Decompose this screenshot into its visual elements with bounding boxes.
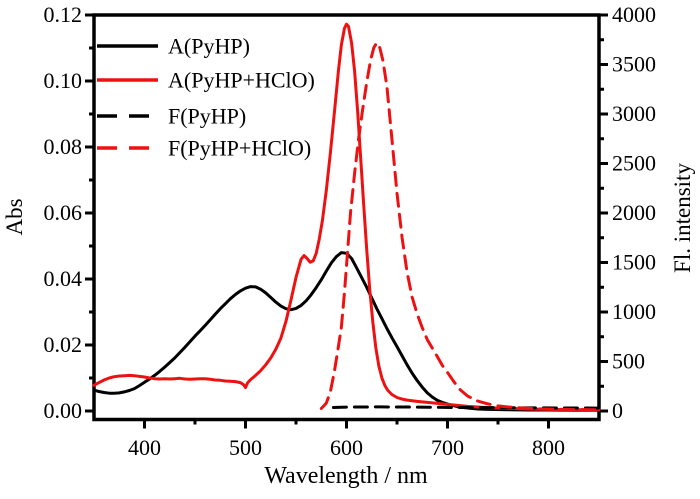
y-left-tick-label: 0.04	[44, 266, 83, 291]
legend-label: A(PyHP)	[168, 34, 250, 59]
legend-label: A(PyHP+HClO)	[168, 68, 315, 93]
legend: A(PyHP) A(PyHP+HClO) F(PyHP) F(PyHP+HClO)	[97, 34, 315, 161]
x-axis-title: Wavelength / nm	[264, 463, 428, 489]
legend-item-f-pyhp-hclo: F(PyHP+HClO)	[97, 136, 311, 161]
y-right-tick-label: 0	[612, 398, 623, 423]
y-left-tick-label: 0.02	[44, 332, 83, 357]
y-left-tick-label: 0.08	[44, 134, 83, 159]
y-right-tick-label: 4000	[612, 2, 656, 27]
y-left-tick-label: 0.00	[44, 398, 83, 423]
y-right-tick-label: 1500	[612, 250, 656, 275]
x-axis-tick-label: 800	[532, 435, 565, 460]
y-right-tick-label: 3500	[612, 52, 656, 77]
y-right-tick-label: 1000	[612, 299, 656, 324]
legend-item-a-pyhp-hclo: A(PyHP+HClO)	[97, 68, 315, 93]
x-axis-tick-label: 500	[229, 435, 262, 460]
y-right-axis-title: Fl. intensity	[670, 163, 695, 273]
y-right-tick-label: 2000	[612, 200, 656, 225]
y-left-tick-label: 0.10	[44, 68, 83, 93]
y-left-tick-label: 0.12	[44, 2, 83, 27]
curve-a-pyhp-hclo	[92, 22, 601, 412]
legend-item-a-pyhp: A(PyHP)	[97, 34, 250, 59]
x-axis-tick-label: 600	[330, 435, 363, 460]
x-axis-tick-label: 400	[128, 435, 161, 460]
curve-f-pyhp-hclo	[319, 41, 601, 412]
y-left-tick-label: 0.06	[44, 200, 83, 225]
curve-f-pyhp	[331, 405, 601, 410]
y-right-tick-label: 3000	[612, 101, 656, 126]
legend-label: F(PyHP)	[168, 104, 246, 129]
y-right-tick-label: 500	[612, 349, 645, 374]
curve-a-pyhp	[92, 251, 601, 412]
x-axis-tick-label: 700	[431, 435, 464, 460]
y-left-axis-title: Abs	[2, 198, 27, 235]
legend-item-f-pyhp: F(PyHP)	[97, 104, 246, 129]
legend-label: F(PyHP+HClO)	[168, 136, 311, 161]
y-right-tick-label: 2500	[612, 151, 656, 176]
